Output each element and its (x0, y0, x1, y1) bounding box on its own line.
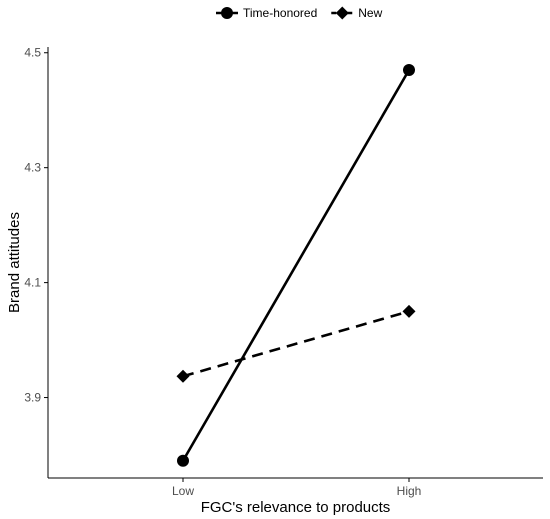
x-tick-label: Low (172, 484, 194, 498)
data-point (402, 304, 416, 318)
y-tick-label: 3.9 (24, 391, 41, 405)
x-axis-title: FGC's relevance to products (201, 499, 391, 516)
legend-marker (335, 6, 349, 20)
legend-label: Time-honored (243, 6, 317, 20)
legend-item: New (331, 6, 383, 20)
y-tick-label: 4.3 (24, 161, 41, 175)
series-new (176, 304, 416, 383)
series-time-honored (177, 63, 415, 467)
legend-label: New (358, 6, 382, 20)
series-layer (176, 63, 416, 467)
y-axis-ticks: 3.9 4.1 4.3 4.5 (24, 46, 48, 405)
series-line (181, 69, 411, 462)
series-line (182, 310, 410, 378)
x-tick-label: High (397, 484, 422, 498)
data-point (403, 63, 415, 76)
y-tick-label: 4.5 (24, 46, 41, 60)
data-point (176, 369, 190, 383)
legend-item: Time-honored (216, 6, 317, 20)
legend: Time-honored New (216, 6, 383, 20)
legend-marker (221, 7, 233, 19)
y-axis-title: Brand attitudes (6, 212, 23, 313)
y-tick-label: 4.1 (24, 276, 41, 290)
x-axis-ticks: Low High (172, 478, 421, 498)
data-point (177, 454, 189, 467)
